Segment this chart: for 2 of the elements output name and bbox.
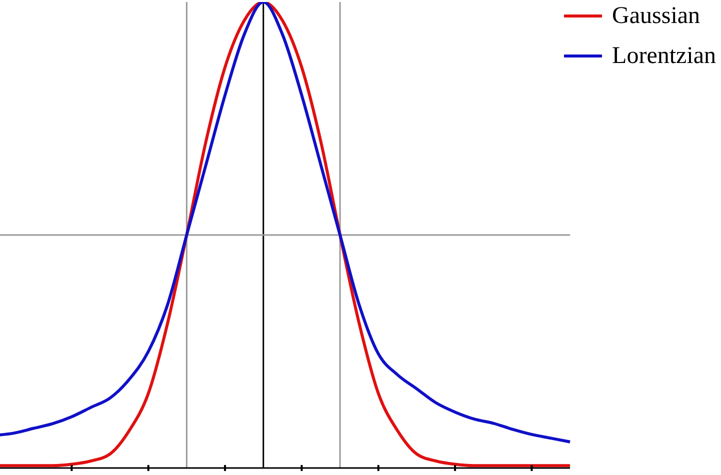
- legend-label: Gaussian: [612, 2, 700, 31]
- legend-label: Lorentzian: [612, 42, 716, 71]
